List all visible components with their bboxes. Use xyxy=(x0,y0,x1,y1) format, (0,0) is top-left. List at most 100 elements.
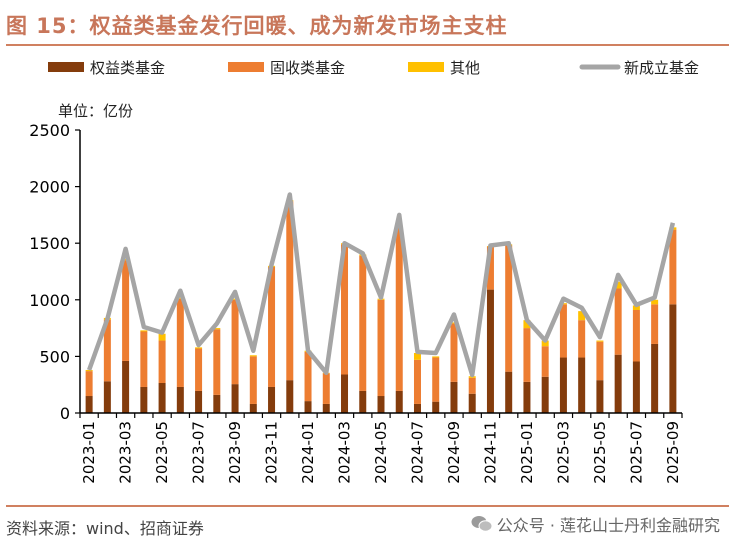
bar-segment xyxy=(559,304,567,358)
bar-segment xyxy=(377,299,385,397)
x-tick-label: 2024-05 xyxy=(372,421,390,484)
x-tick-label: 2023-05 xyxy=(153,421,171,484)
bar-segment xyxy=(85,396,93,413)
bars xyxy=(85,200,677,413)
bar-segment xyxy=(669,229,677,305)
bar-segment xyxy=(231,299,239,385)
y-tick-label: 2500 xyxy=(29,121,70,140)
bar-segment xyxy=(559,357,567,413)
bar-segment xyxy=(341,374,349,413)
bar-segment xyxy=(541,346,549,377)
bar-segment xyxy=(268,386,276,413)
legend-label: 权益类基金 xyxy=(90,59,165,77)
bar-segment xyxy=(486,246,494,290)
bar-segment xyxy=(286,201,294,381)
bar-segment xyxy=(505,371,513,413)
bar-segment xyxy=(651,299,659,305)
bar-segment xyxy=(614,288,622,355)
x-tick-label: 2024-07 xyxy=(408,421,426,484)
bar-segment xyxy=(578,357,586,413)
bar-segment xyxy=(486,289,494,413)
bar-segment xyxy=(523,320,531,329)
bar-segment xyxy=(523,381,531,413)
x-tick-label: 2025-09 xyxy=(664,421,682,484)
y-tick-label: 0 xyxy=(60,404,70,423)
bar-segment xyxy=(158,383,166,413)
x-tick-label: 2025-05 xyxy=(591,421,609,484)
x-tick-label: 2023-09 xyxy=(226,421,244,484)
x-tick-label: 2023-07 xyxy=(190,421,208,484)
bar-segment xyxy=(85,371,93,397)
bar-segment xyxy=(450,323,458,382)
bar-segment xyxy=(578,320,586,358)
bar-segment xyxy=(669,304,677,413)
bar-segment xyxy=(158,340,166,384)
bar-segment xyxy=(304,401,312,413)
x-tick-label: 2024-09 xyxy=(445,421,463,484)
bar-segment xyxy=(596,340,604,342)
bar-segment xyxy=(249,356,257,404)
title-divider xyxy=(6,44,729,46)
bar-segment xyxy=(249,403,257,413)
bar-segment xyxy=(596,341,604,381)
bar-segment xyxy=(286,380,294,413)
legend-label: 固收类基金 xyxy=(270,59,345,77)
x-tick-label: 2023-01 xyxy=(80,421,98,484)
y-tick-label: 1000 xyxy=(29,291,70,310)
bar-segment xyxy=(213,394,221,413)
bar-segment xyxy=(213,329,221,395)
y-tick-label: 2000 xyxy=(29,178,70,197)
bar-segment xyxy=(322,403,330,413)
bar-segment xyxy=(304,351,312,402)
bar-segment xyxy=(505,245,513,372)
bar-segment xyxy=(395,390,403,413)
bar-segment xyxy=(614,354,622,413)
bar-segment xyxy=(122,259,130,261)
line-series xyxy=(87,192,676,378)
bar-segment xyxy=(322,373,330,404)
legend: 权益类基金 固收类基金 其他 新成立基金 xyxy=(48,59,699,77)
legend-swatch xyxy=(408,62,444,72)
bar-segment xyxy=(450,381,458,413)
bar-segment xyxy=(468,377,476,394)
bar-segment xyxy=(140,330,148,332)
x-tick-label: 2025-01 xyxy=(518,421,536,484)
bar-segment xyxy=(268,266,276,387)
bar-segment xyxy=(359,255,367,391)
bar-segment xyxy=(413,403,421,413)
bar-segment xyxy=(523,328,531,382)
bar-segment xyxy=(432,356,440,358)
bar-segment xyxy=(195,390,203,413)
bar-segment xyxy=(341,244,349,375)
bar-segment xyxy=(432,357,440,402)
bottom-divider xyxy=(6,505,729,507)
bar-segment xyxy=(176,297,184,299)
x-tick-label: 2024-03 xyxy=(336,421,354,484)
bar-segment xyxy=(231,384,239,413)
x-tick-label: 2025-03 xyxy=(554,421,572,484)
legend-swatch xyxy=(48,62,84,72)
bar-segment xyxy=(122,260,130,361)
legend-swatch xyxy=(228,62,264,72)
bar-segment xyxy=(632,361,640,413)
legend-label: 其他 xyxy=(450,59,480,77)
bar-segment xyxy=(541,376,549,413)
bar-segment xyxy=(103,319,111,382)
bar-segment xyxy=(596,380,604,413)
x-tick-label: 2024-01 xyxy=(299,421,317,484)
bar-segment xyxy=(651,343,659,413)
bar-segment xyxy=(377,396,385,413)
bar-segment xyxy=(632,309,640,362)
bar-segment xyxy=(651,304,659,344)
legend-label: 新成立基金 xyxy=(624,59,699,77)
y-tick-label: 1500 xyxy=(29,234,70,253)
bar-segment xyxy=(195,347,203,349)
bar-segment xyxy=(468,393,476,413)
watermark-text: 公众号 · 莲花山士丹利金融研究 xyxy=(496,516,720,535)
bar-segment xyxy=(632,305,640,310)
bar-segment xyxy=(578,311,586,321)
bar-segment xyxy=(432,401,440,413)
wechat-icon xyxy=(471,516,493,532)
x-tick-label: 2023-03 xyxy=(117,421,135,484)
bar-segment xyxy=(359,390,367,413)
